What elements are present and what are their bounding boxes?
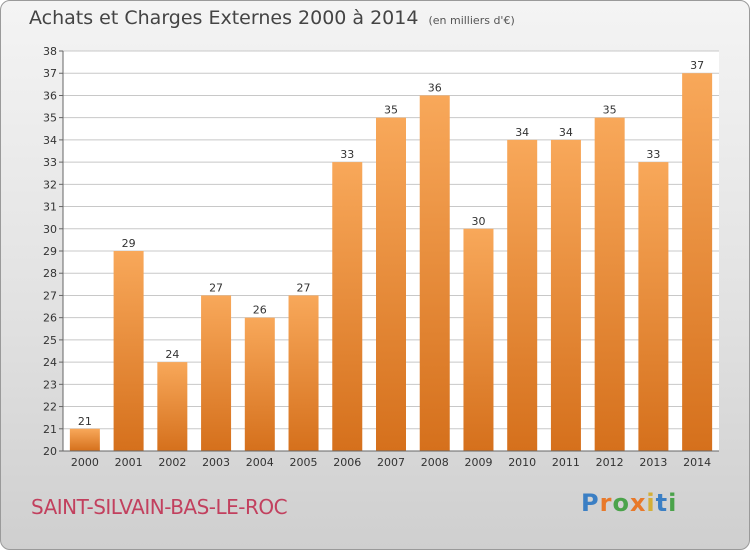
y-tick-label: 21	[43, 423, 57, 436]
bar	[682, 73, 713, 451]
x-tick-label: 2013	[639, 456, 667, 469]
logo-letter: i	[668, 489, 678, 517]
x-tick-label: 2004	[246, 456, 274, 469]
y-tick-label: 22	[43, 401, 57, 414]
x-tick-label: 2011	[552, 456, 580, 469]
x-tick-label: 2010	[508, 456, 536, 469]
y-tick-label: 32	[43, 178, 57, 191]
y-tick-label: 31	[43, 201, 57, 214]
bar-value-label: 21	[78, 415, 92, 428]
bar-value-label: 35	[603, 104, 617, 117]
bar	[594, 117, 625, 452]
y-tick-label: 38	[43, 45, 57, 58]
y-tick-label: 28	[43, 267, 57, 280]
logo-letter: x	[629, 489, 647, 517]
y-tick-label: 29	[43, 245, 57, 258]
x-tick-label: 2012	[596, 456, 624, 469]
bar	[376, 117, 406, 452]
x-tick-label: 2006	[333, 456, 361, 469]
x-tick-label: 2014	[683, 456, 711, 469]
bar	[113, 251, 144, 451]
proxiti-logo: Proxiti	[581, 489, 677, 517]
bar-chart: 20 21 22 23 24 25 26 27 28 29 30 31 32 33 34 35 36 37 38 21…	[43, 45, 719, 469]
commune-name: SAINT-SILVAIN-BAS-LE-ROC	[31, 495, 288, 519]
x-tick-label: 2000	[71, 456, 99, 469]
bar-value-label: 27	[297, 281, 311, 294]
bar-value-label: 36	[428, 81, 442, 94]
chart-title-text: Achats et Charges Externes 2000 à 2014	[29, 7, 419, 29]
bar-value-label: 33	[340, 148, 354, 161]
bar	[157, 362, 188, 451]
y-tick-label: 24	[43, 356, 57, 369]
y-tick-label: 27	[43, 289, 57, 302]
x-tick-label: 2009	[464, 456, 492, 469]
chart-subtitle: (en milliers d'€)	[428, 14, 515, 27]
y-tick-label: 33	[43, 156, 57, 169]
y-tick-label: 37	[43, 67, 57, 80]
bar-value-label: 26	[253, 304, 267, 317]
logo-letter: P	[581, 489, 600, 517]
bar-value-label: 34	[515, 126, 529, 139]
y-tick-label: 20	[43, 445, 57, 458]
y-tick-label: 35	[43, 112, 57, 125]
bar	[550, 139, 581, 451]
bar-value-label: 33	[646, 148, 660, 161]
x-tick-label: 2001	[115, 456, 143, 469]
bar	[638, 162, 669, 451]
bar-value-label: 27	[209, 281, 223, 294]
bar-value-label: 24	[165, 348, 179, 361]
logo-letter: r	[599, 489, 613, 517]
logo-letter: i	[646, 489, 656, 517]
bar-value-label: 30	[471, 215, 485, 228]
bar	[419, 95, 450, 451]
y-tick-label: 25	[43, 334, 57, 347]
bar	[69, 428, 100, 451]
x-tick-label: 2005	[290, 456, 318, 469]
bar	[507, 139, 538, 451]
chart-title: Achats et Charges Externes 2000 à 2014 (e…	[29, 7, 515, 29]
bar-value-label: 35	[384, 104, 398, 117]
bar	[332, 162, 363, 451]
logo-letter: o	[612, 489, 630, 517]
bar	[463, 228, 494, 451]
y-tick-label: 23	[43, 378, 57, 391]
y-tick-label: 36	[43, 89, 57, 102]
bar-value-label: 37	[690, 59, 704, 72]
bar-value-label: 29	[122, 237, 136, 250]
x-tick-label: 2008	[421, 456, 449, 469]
bar	[288, 295, 319, 451]
x-tick-label: 2007	[377, 456, 405, 469]
y-tick-label: 26	[43, 312, 57, 325]
x-tick-label: 2003	[202, 456, 230, 469]
logo-letter: t	[655, 489, 669, 517]
bar-value-label: 34	[559, 126, 573, 139]
bar	[201, 295, 232, 451]
bar	[244, 317, 275, 451]
x-tick-label: 2002	[158, 456, 186, 469]
y-tick-label: 30	[43, 223, 57, 236]
y-tick-label: 34	[43, 134, 57, 147]
